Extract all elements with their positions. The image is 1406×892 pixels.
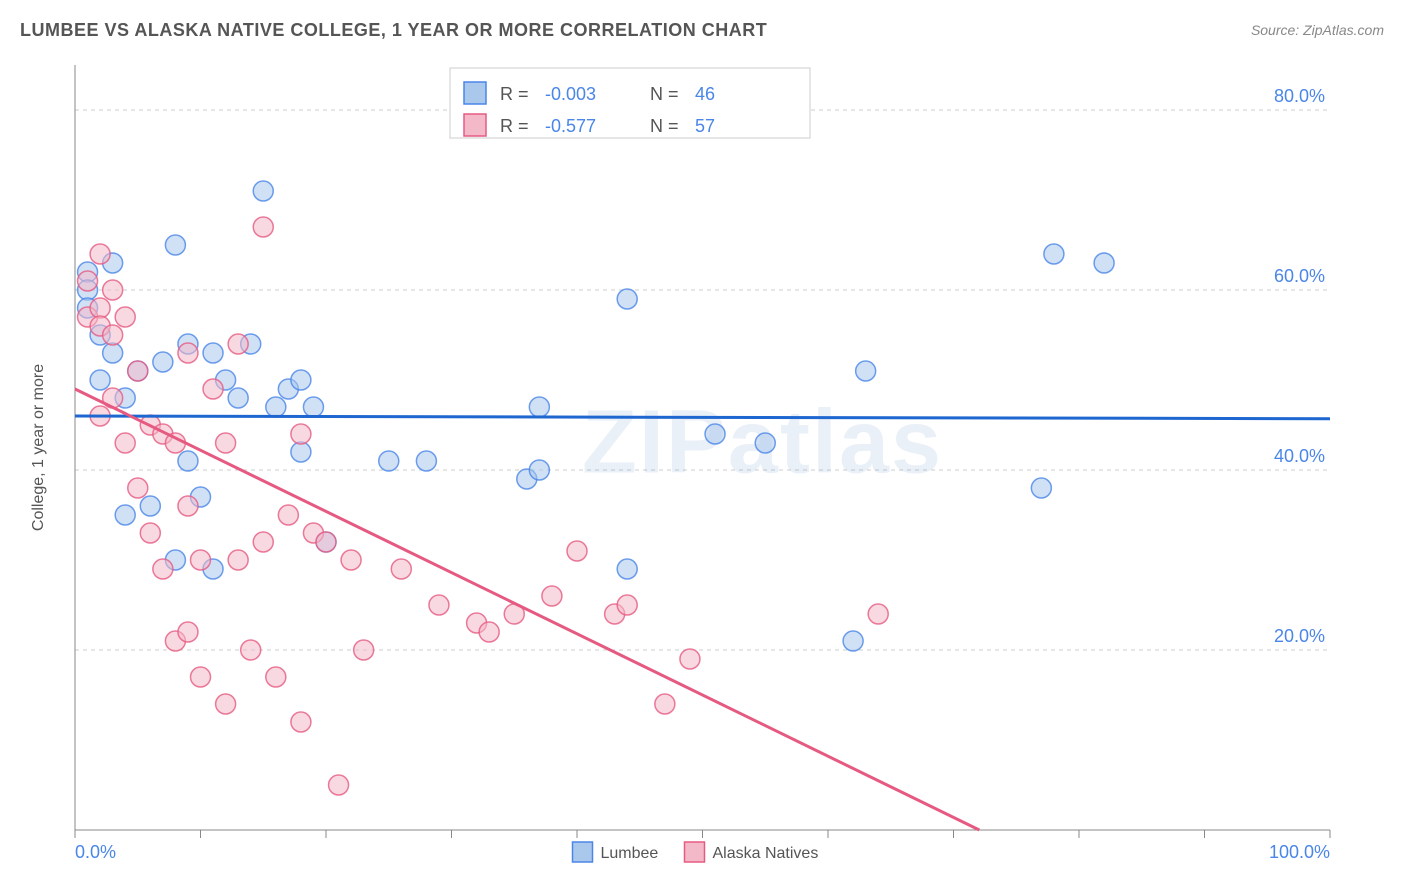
chart-area: 20.0% 40.0% 60.0% 80.0% 0.0% 100.0% College, 1… bbox=[20, 50, 1386, 872]
scatter-point bbox=[529, 460, 549, 480]
scatter-point bbox=[542, 586, 562, 606]
scatter-point bbox=[115, 433, 135, 453]
scatter-point bbox=[1031, 478, 1051, 498]
scatter-point bbox=[103, 280, 123, 300]
scatter-point bbox=[228, 388, 248, 408]
scatter-point bbox=[843, 631, 863, 651]
scatter-point bbox=[178, 343, 198, 363]
scatter-point bbox=[266, 397, 286, 417]
legend-label: R = bbox=[500, 116, 529, 136]
bottom-legend-swatch bbox=[685, 842, 705, 862]
x-tick-label: 100.0% bbox=[1269, 842, 1330, 862]
scatter-point bbox=[680, 649, 700, 669]
scatter-point bbox=[868, 604, 888, 624]
bottom-legend-label: Alaska Natives bbox=[713, 845, 819, 862]
scatter-point bbox=[617, 289, 637, 309]
scatter-point bbox=[115, 505, 135, 525]
legend-label: R = bbox=[500, 84, 529, 104]
legend-swatch bbox=[464, 114, 486, 136]
legend-r-value: -0.003 bbox=[545, 84, 596, 104]
y-tick-label: 20.0% bbox=[1274, 626, 1325, 646]
scatter-point bbox=[354, 640, 374, 660]
scatter-point bbox=[78, 271, 98, 291]
scatter-point bbox=[165, 235, 185, 255]
x-tick-label: 0.0% bbox=[75, 842, 116, 862]
scatter-point bbox=[429, 595, 449, 615]
scatter-point bbox=[291, 442, 311, 462]
scatter-point bbox=[291, 370, 311, 390]
y-tick-label: 40.0% bbox=[1274, 446, 1325, 466]
source-attribution: Source: ZipAtlas.com bbox=[1251, 22, 1384, 38]
scatter-point bbox=[567, 541, 587, 561]
scatter-point bbox=[341, 550, 361, 570]
legend-label: N = bbox=[650, 84, 679, 104]
scatter-point bbox=[705, 424, 725, 444]
scatter-point bbox=[128, 478, 148, 498]
scatter-point bbox=[253, 181, 273, 201]
scatter-point bbox=[115, 307, 135, 327]
scatter-point bbox=[140, 496, 160, 516]
scatter-point bbox=[416, 451, 436, 471]
scatter-point bbox=[228, 334, 248, 354]
scatter-point bbox=[253, 532, 273, 552]
trend-line bbox=[75, 416, 1330, 419]
scatter-point bbox=[655, 694, 675, 714]
scatter-point bbox=[103, 343, 123, 363]
scatter-point bbox=[90, 244, 110, 264]
scatter-point bbox=[153, 559, 173, 579]
bottom-legend-swatch bbox=[573, 842, 593, 862]
scatter-point bbox=[316, 532, 336, 552]
scatter-point bbox=[203, 379, 223, 399]
scatter-point bbox=[90, 298, 110, 318]
scatter-point bbox=[755, 433, 775, 453]
scatter-point bbox=[128, 361, 148, 381]
scatter-point bbox=[241, 640, 261, 660]
scatter-point bbox=[178, 496, 198, 516]
scatter-point bbox=[103, 325, 123, 345]
y-tick-label: 60.0% bbox=[1274, 266, 1325, 286]
scatter-point bbox=[191, 667, 211, 687]
y-axis-label: College, 1 year or more bbox=[30, 364, 47, 531]
legend-label: N = bbox=[650, 116, 679, 136]
scatter-point bbox=[303, 397, 323, 417]
scatter-point bbox=[291, 424, 311, 444]
scatter-point bbox=[617, 559, 637, 579]
scatter-point bbox=[216, 433, 236, 453]
scatter-point bbox=[379, 451, 399, 471]
legend-n-value: 57 bbox=[695, 116, 715, 136]
scatter-point bbox=[391, 559, 411, 579]
y-tick-label: 80.0% bbox=[1274, 86, 1325, 106]
scatter-point bbox=[1044, 244, 1064, 264]
bottom-legend-label: Lumbee bbox=[601, 845, 659, 862]
scatter-point bbox=[291, 712, 311, 732]
scatter-point bbox=[140, 523, 160, 543]
scatter-point bbox=[278, 505, 298, 525]
scatter-point bbox=[1094, 253, 1114, 273]
scatter-point bbox=[178, 451, 198, 471]
chart-title: LUMBEE VS ALASKA NATIVE COLLEGE, 1 YEAR … bbox=[20, 20, 767, 41]
legend-r-value: -0.577 bbox=[545, 116, 596, 136]
scatter-point bbox=[617, 595, 637, 615]
scatter-point bbox=[216, 694, 236, 714]
scatter-point bbox=[856, 361, 876, 381]
scatter-point bbox=[253, 217, 273, 237]
scatter-point bbox=[191, 550, 211, 570]
scatter-point bbox=[529, 397, 549, 417]
scatter-point bbox=[203, 343, 223, 363]
legend-n-value: 46 bbox=[695, 84, 715, 104]
scatter-point bbox=[178, 622, 198, 642]
scatter-point bbox=[266, 667, 286, 687]
scatter-point bbox=[153, 352, 173, 372]
legend-swatch bbox=[464, 82, 486, 104]
scatter-point bbox=[329, 775, 349, 795]
scatter-point bbox=[479, 622, 499, 642]
scatter-point bbox=[228, 550, 248, 570]
scatter-point bbox=[90, 370, 110, 390]
scatter-chart: 20.0% 40.0% 60.0% 80.0% 0.0% 100.0% College, 1… bbox=[20, 50, 1386, 872]
